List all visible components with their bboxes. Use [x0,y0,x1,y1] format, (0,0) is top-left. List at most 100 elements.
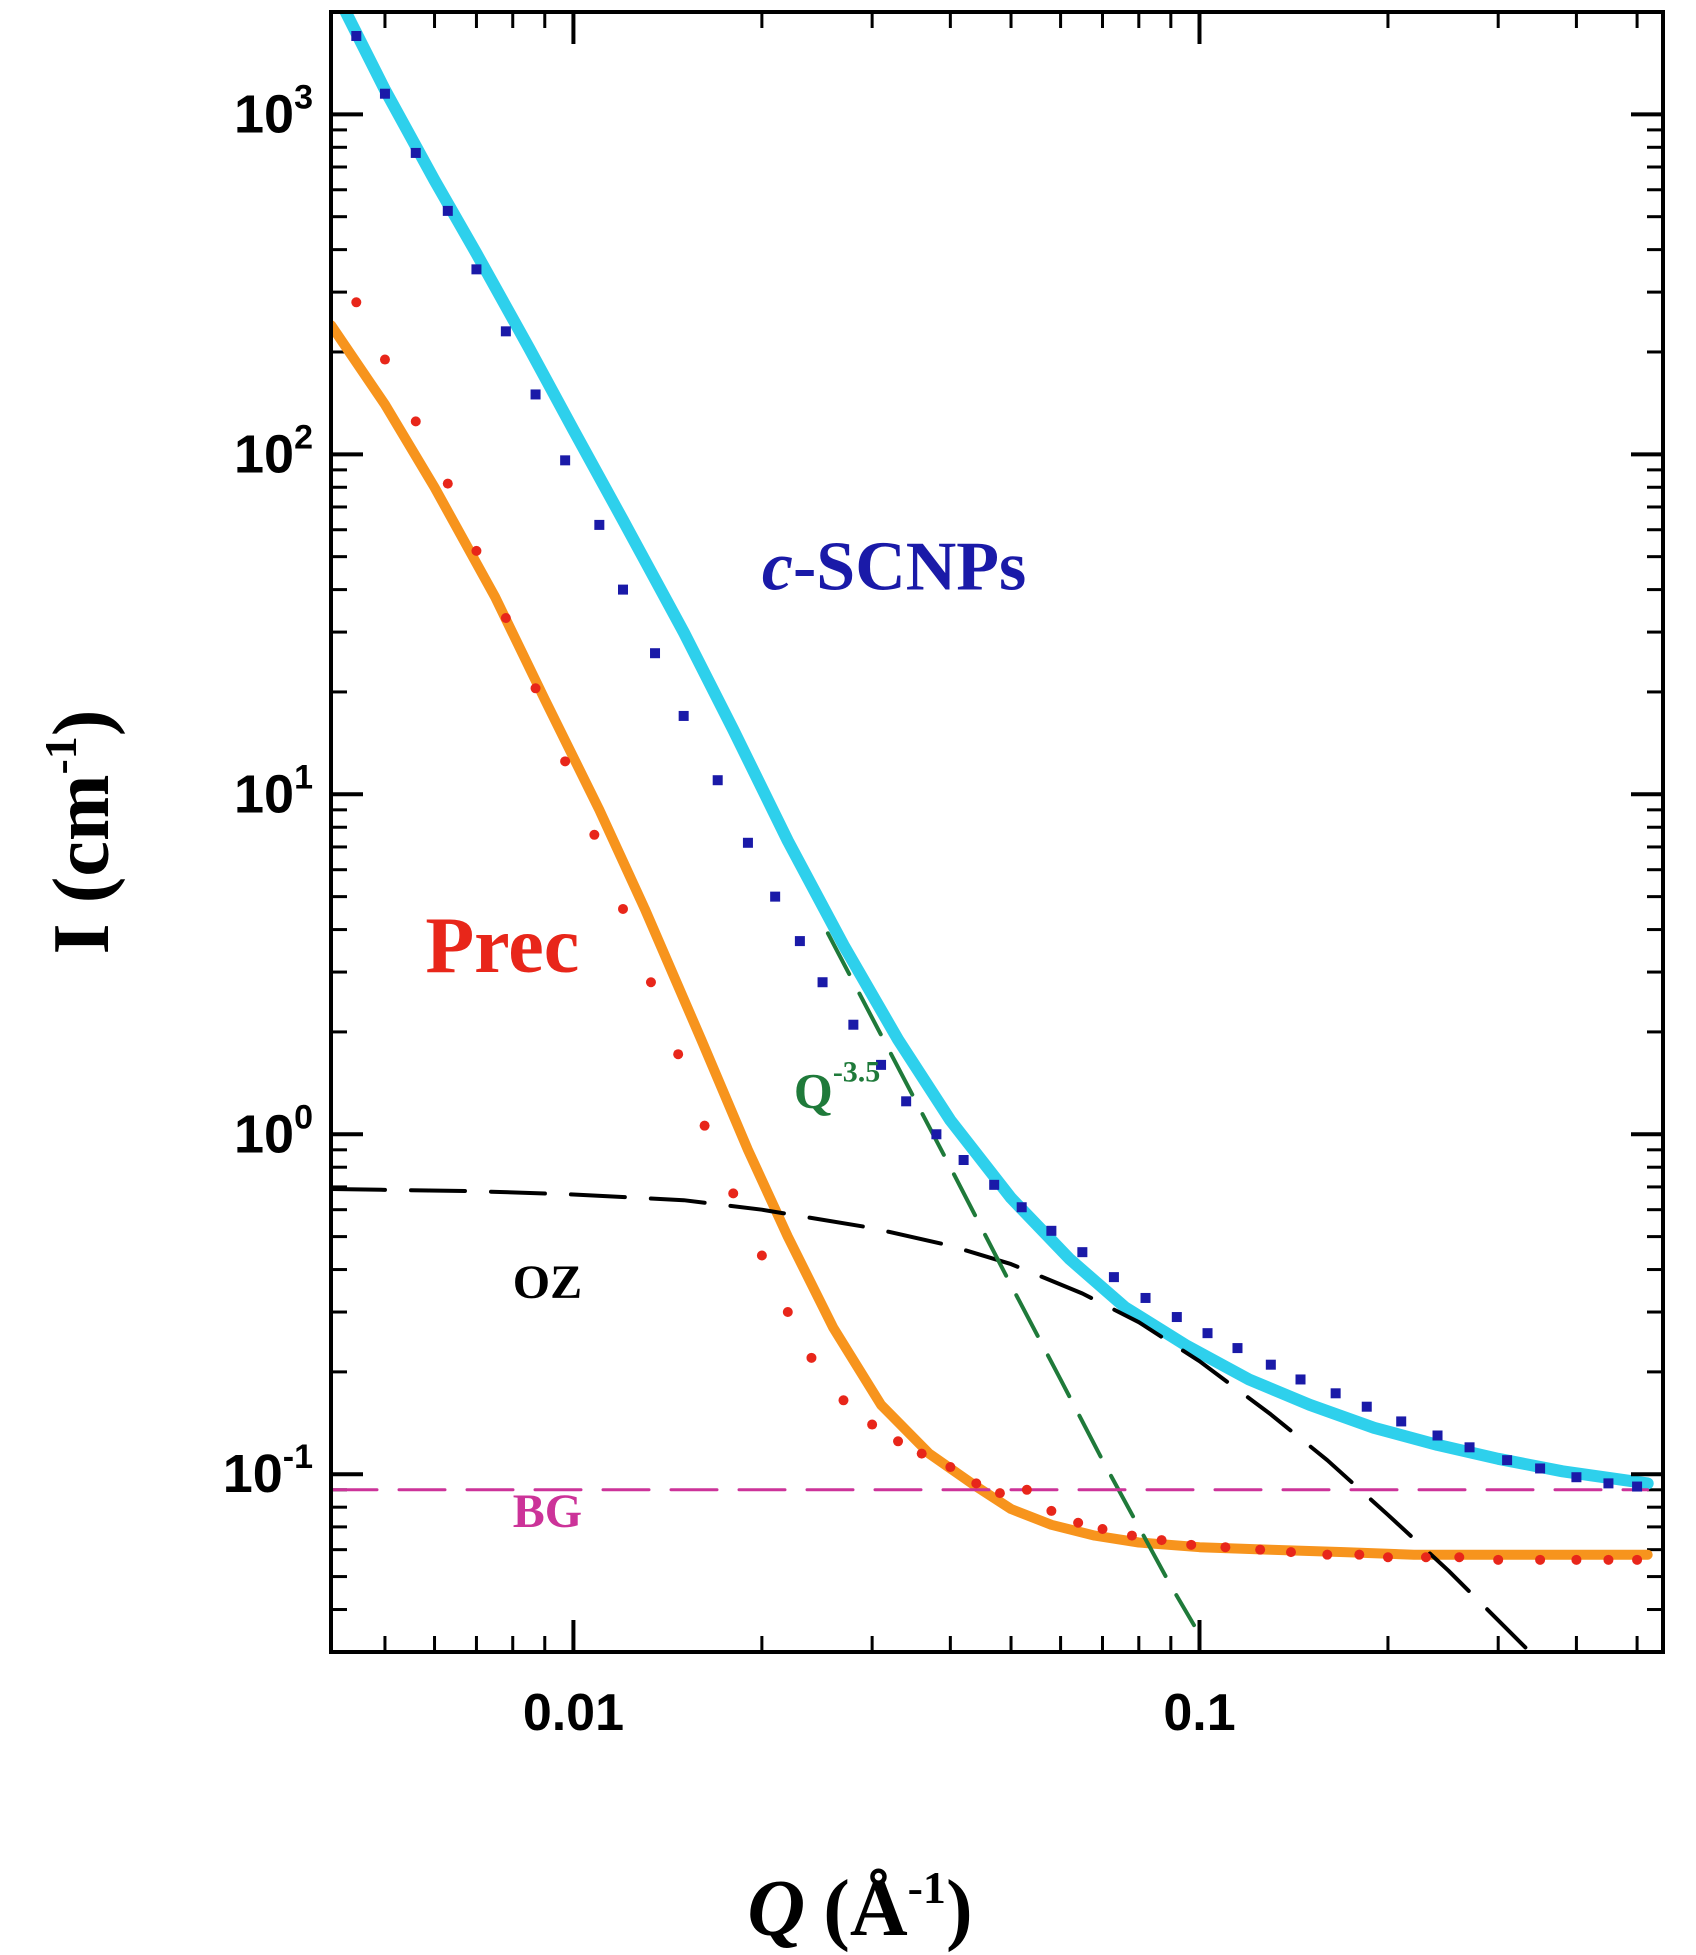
prec-data-point [1493,1554,1504,1565]
prec-data-point [617,903,628,914]
prec-data-point [1097,1524,1108,1535]
prec-data-point [1603,1554,1614,1565]
c-scnps-data-point [958,1155,969,1166]
y-axis-label: I (cm-1) [35,710,126,955]
prec-data-point [945,1462,956,1473]
c-scnps-data-point [742,837,753,848]
prec-data-point [1156,1535,1167,1546]
oz-line [331,1187,1533,1652]
prec-data-point [994,1488,1005,1499]
c-scnps-data-point [931,1129,942,1140]
prec-data-point [893,1436,904,1447]
q-3-5-line [825,931,1196,1628]
prec-data-point [1073,1517,1084,1528]
prec-fit-line [331,320,1653,1560]
x-tick-label: 0.1 [1163,1684,1235,1742]
c-scnps-data-point [471,264,482,275]
prec-data-point [645,977,656,988]
prec-data-point [471,545,482,556]
y-tick-label: 103 [234,78,313,144]
label-q-power: Q-3.5 [794,1055,880,1118]
prec-data-point [500,613,511,624]
c-scnps-data-point [1432,1430,1443,1441]
prec-data-point [1535,1554,1546,1565]
c-scnps-data-point [989,1179,1000,1190]
label-prec: Prec [425,902,579,990]
c-scnps-fit-line [338,12,1654,1490]
major-ticks [331,12,1663,1652]
x-axis-label: Q (Å-1) [747,1862,972,1953]
c-scnps-data-point [379,88,390,99]
prec-data-point [442,478,453,489]
c-scnps-data-point [410,147,421,158]
c-scnps-data-point [594,519,605,530]
prec-data-point [838,1395,849,1406]
c-scnps-data-point [678,710,689,721]
c-scnps-data-point [1632,1481,1643,1492]
c-scnps-data-point [1571,1472,1582,1483]
minor-ticks [331,10,1663,1654]
x-tick-label: 0.01 [523,1684,624,1742]
c-scnps-data-point [1171,1312,1182,1323]
prec-data-point [1322,1549,1333,1560]
prec-data-point [379,354,390,365]
c-scnps-data-point [848,1019,859,1030]
tick-labels: 0.01 0.1 10-1 100 101 102 103 [223,78,1236,1742]
c-scnps-data-point [1077,1247,1088,1258]
prec-data-point [560,756,571,767]
prec-data-point [1382,1552,1393,1563]
prec-data-point [1186,1539,1197,1550]
c-scnps-data-point [1046,1225,1057,1236]
prec-data-point [971,1478,982,1489]
c-scnps-data-point [1330,1388,1341,1399]
c-scnps-data-point [794,936,805,947]
prec-data-point [1021,1484,1032,1495]
prec-data-point [699,1120,710,1131]
c-scnps-data-point [1232,1343,1243,1354]
c-scnps-data-point [1265,1359,1276,1370]
plot-frame [329,10,1665,1654]
label-c-scnps: c-SCNPs [762,529,1026,606]
c-scnps-data-point [1202,1328,1213,1339]
c-scnps-data-point [1535,1463,1546,1474]
label-oz: OZ [513,1256,582,1309]
y-tick-label: 101 [234,758,313,824]
c-scnps-data-point [876,1059,887,1070]
prec-data-point [1046,1505,1057,1516]
c-scnps-data-point [617,584,628,595]
annotations: c-SCNPs Prec Q-3.5 OZ BG [425,529,1026,1538]
prec-data-point [1571,1554,1582,1565]
c-scnps-data-point [1396,1416,1407,1427]
prec-data-point [1285,1547,1296,1558]
c-scnps-data-point [530,389,541,400]
prec-data-point [589,829,600,840]
c-scnps-data-point [1361,1401,1372,1412]
prec-data-point [1354,1549,1365,1560]
prec-data-point [1126,1530,1137,1541]
prec-data-point [1420,1552,1431,1563]
label-bg: BG [513,1485,582,1538]
prec-data-point [1454,1552,1465,1563]
plot-area [331,12,1654,1652]
prec-data-point [1220,1542,1231,1553]
c-scnps-data-point [1502,1455,1513,1466]
c-scnps-data-point [1140,1292,1151,1303]
prec-data-point [806,1352,817,1363]
prec-data-point [673,1049,684,1060]
prec-data-point [782,1307,793,1318]
c-scnps-data-point [712,775,723,786]
prec-data-point [728,1188,739,1199]
c-scnps-data-point [442,205,453,216]
c-scnps-data-point [1464,1442,1475,1453]
c-scnps-data-point [1603,1478,1614,1489]
c-scnps-data-point [1016,1202,1027,1213]
y-tick-label: 102 [234,418,313,484]
c-scnps-data-point [770,891,781,902]
c-scnps-data-point [560,455,571,466]
prec-data-point [1255,1544,1266,1555]
prec-data-point [916,1448,927,1459]
prec-data-point [756,1250,767,1261]
prec-data-point [530,683,541,694]
prec-data-point [351,297,362,308]
